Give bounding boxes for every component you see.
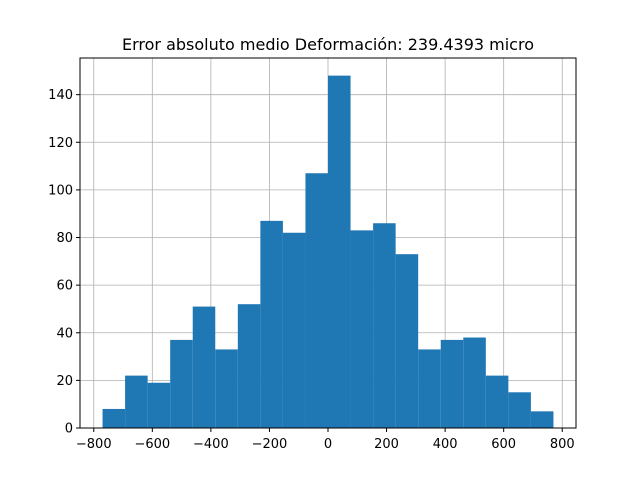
histogram-bar [282,232,306,428]
histogram-bar [395,254,419,428]
ticks-layer: −800 −600 −400 −200 0 200 400 600 800 0 20 40 60 80 10… [48,88,574,452]
x-tick-label: 400 [433,437,458,452]
histogram-bar [260,220,283,428]
histogram-bar [485,375,509,428]
histogram-bar [418,349,441,428]
histogram-bar [463,337,486,428]
histogram-bar [508,392,531,428]
x-tick-label: 600 [491,437,516,452]
y-tick-label: 60 [56,279,73,294]
histogram-bar [147,382,171,428]
histogram-bar [305,173,328,428]
chart-title: Error absoluto medio Deformación: 239.43… [122,35,534,54]
y-tick-label: 40 [56,326,73,341]
plot-frame [79,57,577,429]
x-tick-label: 0 [324,437,332,452]
y-tick-label: 100 [48,183,73,198]
histogram-bar [192,306,216,428]
y-tick-label: 20 [56,374,73,389]
histogram-bar [530,411,554,428]
histogram-bar [328,75,351,428]
y-tick-label: 0 [65,422,73,437]
histogram-bar [373,223,396,428]
histogram-bar [102,408,126,428]
y-tick-label: 140 [48,88,73,103]
histogram-bar [350,230,374,428]
y-tick-label: 80 [56,231,73,246]
histogram-bar [237,304,261,428]
histogram-bar [170,339,193,428]
x-tick-label: 200 [374,437,399,452]
x-tick-label: −400 [193,437,229,452]
x-tick-label: −800 [76,437,112,452]
histogram-bar [215,349,238,428]
histogram-bar [440,339,464,428]
y-tick-label: 120 [48,136,73,151]
x-tick-label: 800 [550,437,575,452]
bars-layer [102,75,554,428]
x-tick-label: −200 [252,437,288,452]
histogram-bar [125,375,148,428]
x-tick-label: −600 [134,437,170,452]
